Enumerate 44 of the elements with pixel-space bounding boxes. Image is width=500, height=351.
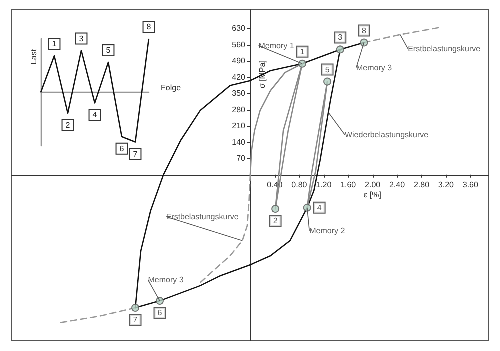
y-tick-label: 140 bbox=[232, 138, 246, 147]
annotation: 2 bbox=[273, 216, 278, 226]
y-axis-title: Last bbox=[30, 48, 38, 65]
annotation: Erstbelastungskurve bbox=[166, 212, 240, 222]
y-tick-label: 280 bbox=[232, 105, 246, 114]
annotation: 6 bbox=[158, 308, 163, 318]
y-tick-label: 560 bbox=[232, 40, 246, 50]
x-tick-label: 1.20 bbox=[316, 180, 332, 190]
annotation: 5 bbox=[106, 46, 112, 56]
x-axis-title: ε [%] bbox=[364, 190, 382, 200]
x-tick-label: 2.40 bbox=[389, 180, 406, 190]
annotation: Memory 3 bbox=[356, 63, 393, 72]
annotation: 5 bbox=[325, 65, 330, 74]
x-axis-title: Folge bbox=[160, 84, 182, 92]
annotation: Erstbelastungskurve bbox=[408, 44, 482, 54]
annotation: 1 bbox=[300, 47, 306, 56]
annotation: 7 bbox=[133, 316, 138, 325]
x-tick-label: 3.60 bbox=[462, 180, 479, 190]
annotation: 7 bbox=[133, 150, 138, 159]
y-tick-label: 350 bbox=[232, 89, 246, 98]
y-axis-title: σ [MPa] bbox=[258, 60, 267, 89]
annotation: 8 bbox=[362, 26, 368, 36]
y-tick-label: 210 bbox=[232, 122, 246, 131]
y-tick-label: 420 bbox=[232, 72, 246, 82]
annotation: Memory 2 bbox=[310, 226, 346, 236]
annotation: 2 bbox=[66, 120, 71, 130]
y-tick-label: 70 bbox=[236, 154, 246, 164]
annotation: 4 bbox=[92, 110, 98, 120]
y-tick-label: 630 bbox=[232, 24, 246, 34]
annotation: Memory 3 bbox=[148, 276, 184, 285]
annotation: 3 bbox=[79, 34, 84, 44]
x-tick-label: 2.00 bbox=[365, 180, 382, 190]
y-tick-label: 490 bbox=[232, 56, 246, 66]
x-tick-label: 2.80 bbox=[414, 180, 430, 190]
annotation: 8 bbox=[146, 22, 152, 32]
annotation: 4 bbox=[317, 203, 322, 212]
annotation: 1 bbox=[52, 40, 58, 49]
x-tick-label: 1.60 bbox=[340, 180, 357, 190]
x-tick-label: 0.80 bbox=[292, 180, 308, 190]
x-tick-label: 3.20 bbox=[438, 180, 455, 190]
annotation: Wiederbelastungskurve bbox=[344, 130, 430, 140]
annotation: Memory 1 bbox=[258, 41, 295, 50]
annotation: 3 bbox=[338, 33, 344, 42]
annotation: 6 bbox=[120, 144, 125, 154]
